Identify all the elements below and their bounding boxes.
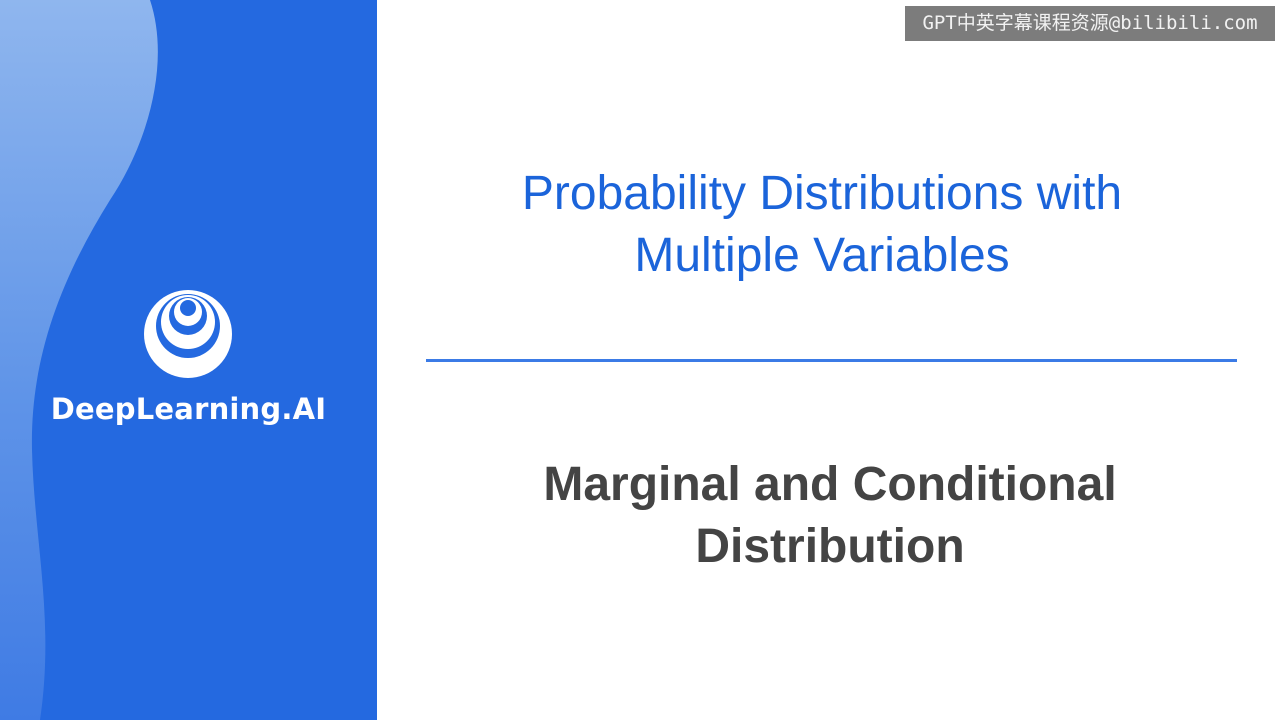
slide-title: Probability Distributions with Multiple … [427, 163, 1217, 287]
slide-subtitle: Marginal and Conditional Distribution [500, 454, 1160, 578]
brand-panel: DeepLearning.AI [0, 0, 377, 720]
watermark-badge: GPT中英字幕课程资源@bilibili.com [905, 6, 1275, 41]
wave-decoration [0, 0, 158, 720]
title-divider [426, 359, 1237, 362]
slide-subtitle-line-1: Marginal and Conditional [543, 458, 1117, 511]
slide-title-line-1: Probability Distributions with [521, 167, 1123, 220]
brand-name: DeepLearning.AI [50, 392, 327, 426]
slide-title-line-2: Multiple Variables [634, 229, 1010, 282]
concentric-circles-logo-icon [144, 290, 232, 378]
slide-subtitle-line-2: Distribution [695, 520, 965, 573]
